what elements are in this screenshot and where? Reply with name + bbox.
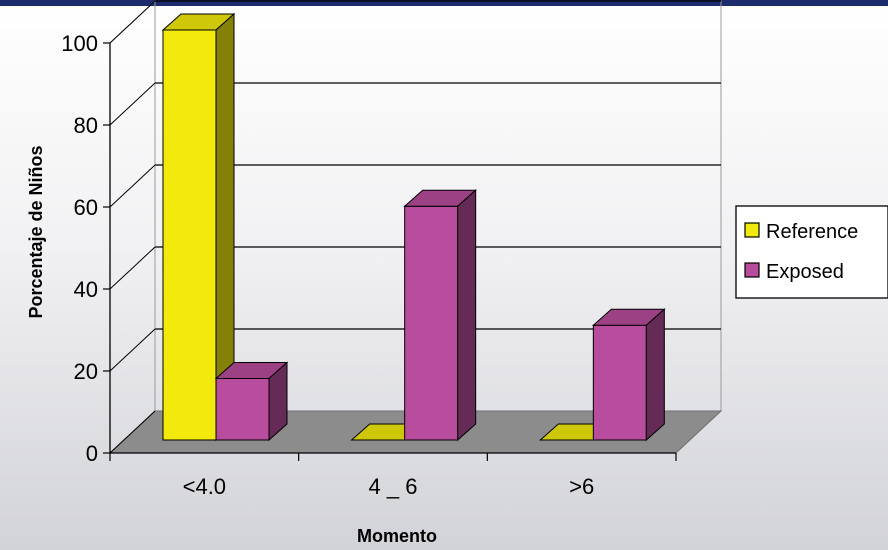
y-tick-label: 40 (74, 277, 98, 302)
bar-side (645, 308, 665, 442)
bar-front (162, 29, 217, 441)
legend-swatch-exposed (744, 262, 760, 278)
legend-label-exposed: Exposed (766, 261, 844, 283)
side-gridline (109, 410, 156, 454)
legend: Reference Exposed (735, 205, 888, 299)
y-tick-labels: 0 20 40 60 80 100 (61, 31, 98, 466)
side-gridline (109, 246, 156, 290)
title-bar (0, 0, 888, 6)
side-gridline (109, 0, 156, 44)
y-tick-label: 20 (74, 359, 98, 384)
y-tick-label: 60 (74, 195, 98, 220)
axes (103, 42, 677, 461)
x-tick-label: >6 (569, 474, 594, 499)
bar-exposed (403, 189, 477, 442)
bar-exposed (214, 361, 289, 442)
legend-swatch-reference (744, 222, 760, 238)
bar-front (592, 324, 647, 441)
side-wall (109, 0, 156, 455)
x-tick-label: 4 _ 6 (369, 474, 418, 499)
bar-front (215, 378, 270, 441)
side-gridline (109, 328, 156, 372)
x-axis-title: Momento (357, 526, 437, 546)
legend-box (735, 205, 888, 299)
legend-label-reference: Reference (766, 221, 858, 243)
y-tick-label: 0 (86, 441, 98, 466)
y-axis-title: Porcentaje de Niños (26, 145, 46, 318)
bar-front (404, 205, 459, 441)
bar-side (268, 361, 288, 442)
x-tick-labels: <4.0 4 _ 6 >6 (183, 474, 595, 499)
side-gridline (109, 164, 156, 208)
x-tick-label: <4.0 (183, 474, 226, 499)
bar-exposed (592, 308, 666, 442)
bar-side (457, 189, 477, 442)
bar-reference (161, 12, 236, 442)
y-tick-label: 80 (74, 113, 98, 138)
y-tick-label: 100 (61, 31, 98, 56)
side-gridline (109, 82, 156, 126)
bars (161, 12, 666, 442)
